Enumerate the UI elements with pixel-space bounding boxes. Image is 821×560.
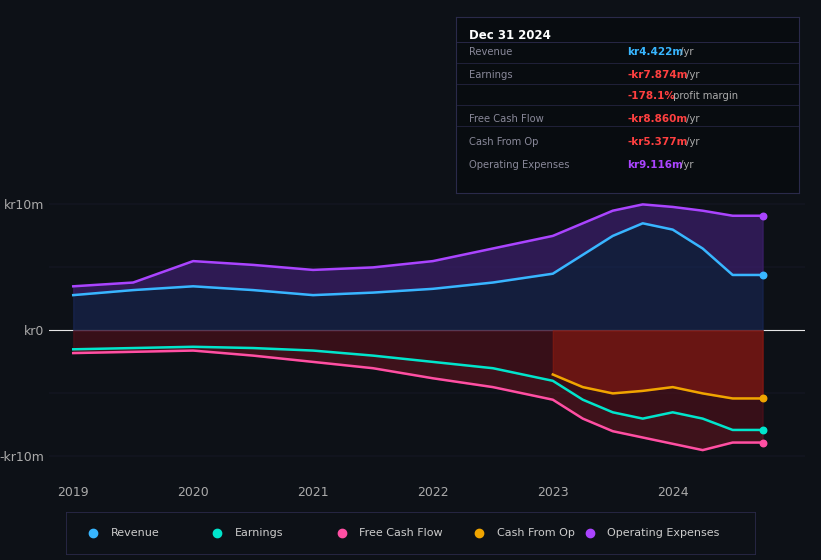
Point (756, 438, 769, 447)
Text: Free Cash Flow: Free Cash Flow (359, 529, 443, 538)
Text: Revenue: Revenue (470, 47, 513, 57)
Text: Operating Expenses: Operating Expenses (470, 160, 570, 170)
Text: Free Cash Flow: Free Cash Flow (470, 114, 544, 124)
Text: /yr: /yr (677, 160, 693, 170)
Point (756, 394, 769, 403)
Text: -kr8.860m: -kr8.860m (627, 114, 687, 124)
Text: Cash From Op: Cash From Op (497, 529, 575, 538)
Text: /yr: /yr (683, 70, 699, 80)
Text: Cash From Op: Cash From Op (470, 137, 539, 147)
Point (756, 426, 769, 435)
Text: /yr: /yr (683, 114, 699, 124)
Point (756, 270, 769, 279)
Text: /yr: /yr (683, 137, 699, 147)
Text: kr9.116m: kr9.116m (627, 160, 683, 170)
Text: Earnings: Earnings (235, 529, 283, 538)
Text: -kr5.377m: -kr5.377m (627, 137, 688, 147)
Point (756, 211, 769, 220)
Text: -kr7.874m: -kr7.874m (627, 70, 688, 80)
Text: Revenue: Revenue (111, 529, 159, 538)
Text: Operating Expenses: Operating Expenses (607, 529, 719, 538)
Text: kr4.422m: kr4.422m (627, 47, 684, 57)
Text: /yr: /yr (677, 47, 693, 57)
Text: Dec 31 2024: Dec 31 2024 (470, 29, 551, 42)
Text: profit margin: profit margin (671, 91, 739, 101)
Text: -178.1%: -178.1% (627, 91, 675, 101)
Text: Earnings: Earnings (470, 70, 513, 80)
